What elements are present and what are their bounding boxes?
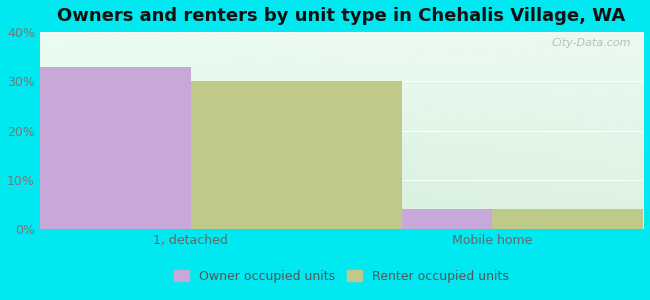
Bar xyxy=(0,67,190,229)
Bar xyxy=(190,81,402,229)
Bar xyxy=(492,209,650,229)
Title: Owners and renters by unit type in Chehalis Village, WA: Owners and renters by unit type in Cheha… xyxy=(57,7,625,25)
Text: City-Data.com: City-Data.com xyxy=(551,38,631,48)
Bar xyxy=(281,209,492,229)
Legend: Owner occupied units, Renter occupied units: Owner occupied units, Renter occupied un… xyxy=(168,265,514,288)
